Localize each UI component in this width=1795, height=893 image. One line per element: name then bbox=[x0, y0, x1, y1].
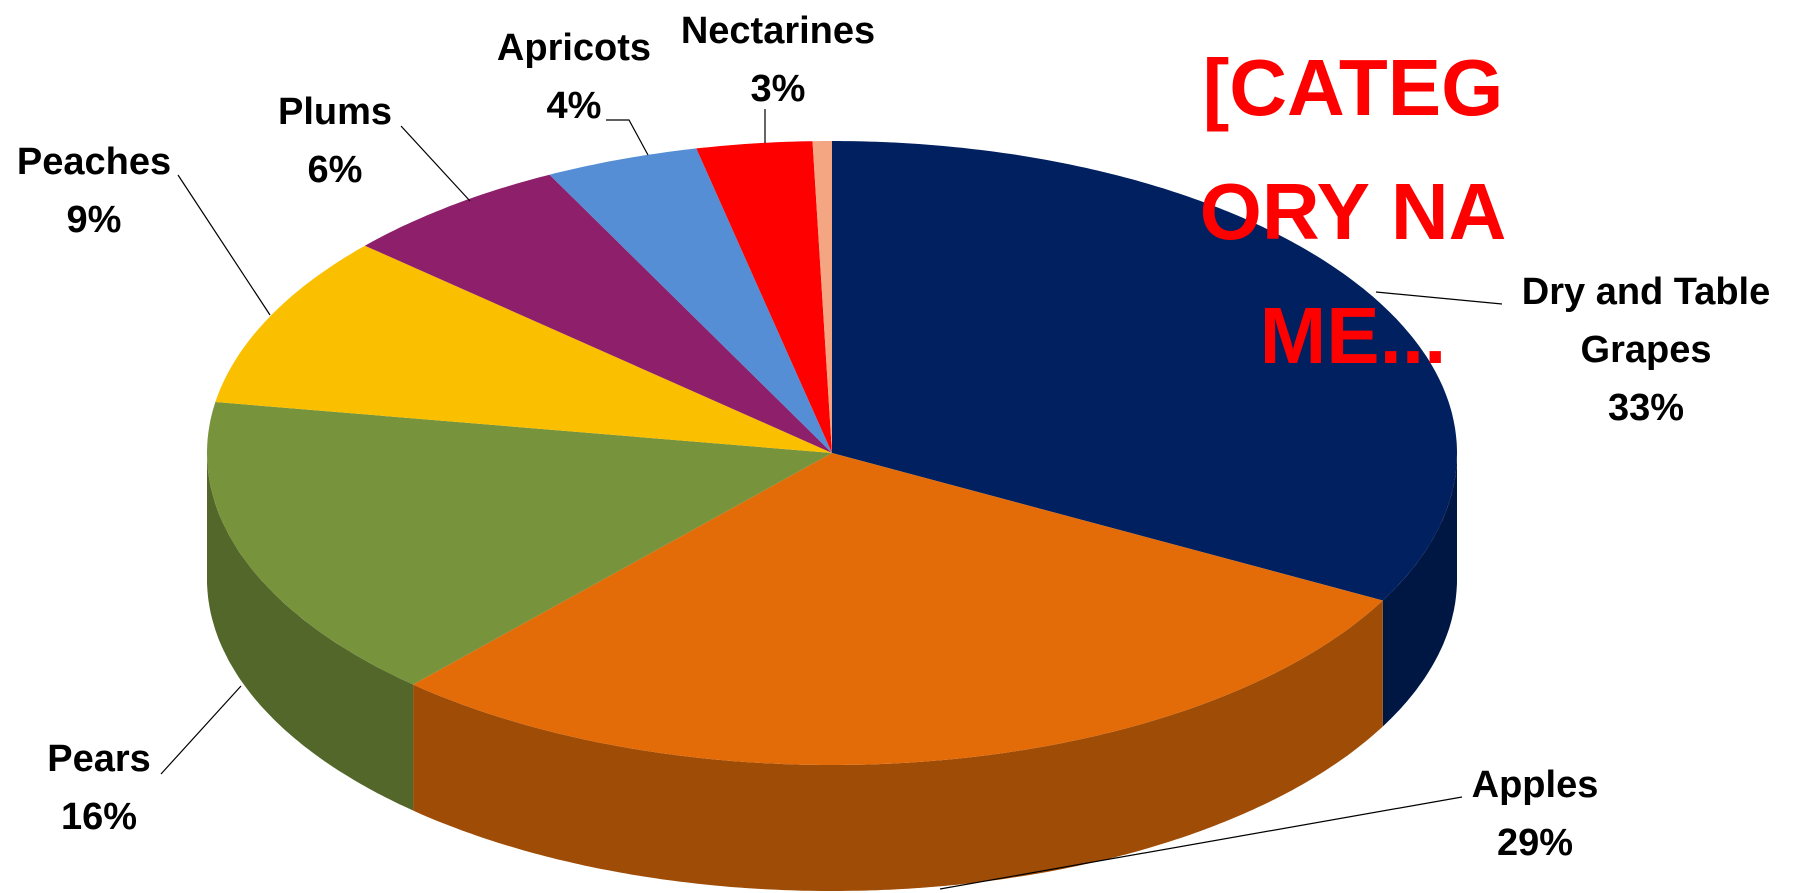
slice bbox=[549, 148, 832, 453]
slice bbox=[832, 141, 1457, 601]
leader-line bbox=[1375, 291, 1503, 305]
data-label: Apricots 4% bbox=[464, 19, 684, 135]
category-label: Peaches bbox=[16, 141, 172, 183]
slice bbox=[413, 453, 1383, 765]
value-label: 29% bbox=[1496, 822, 1574, 864]
value-label: 33% bbox=[1607, 387, 1685, 429]
slice-side bbox=[1382, 453, 1457, 727]
data-label: Plums 6% bbox=[235, 83, 435, 199]
category-label: Nectarines bbox=[680, 10, 876, 52]
category-label: Plums bbox=[277, 91, 393, 133]
value-label: 9% bbox=[66, 199, 122, 241]
leader-line bbox=[400, 125, 471, 202]
value-label: 16% bbox=[60, 796, 138, 838]
data-label: Dry and Table Grapes 33% bbox=[1496, 263, 1795, 437]
value-label: 6% bbox=[307, 149, 363, 191]
slice bbox=[812, 141, 832, 453]
value-label: 3% bbox=[750, 68, 806, 110]
slice bbox=[207, 402, 832, 685]
leader-line bbox=[177, 174, 271, 316]
slice bbox=[215, 245, 832, 453]
data-label: Apples 29% bbox=[1405, 756, 1665, 872]
data-label: Nectarines 3% bbox=[658, 2, 898, 118]
category-label: Apricots bbox=[496, 27, 652, 69]
slice bbox=[364, 174, 832, 453]
leader-line bbox=[606, 119, 649, 156]
slice-side bbox=[413, 600, 1383, 891]
data-label: Peaches 9% bbox=[0, 133, 204, 249]
category-label: Pears bbox=[47, 738, 151, 780]
leader-line bbox=[160, 685, 242, 775]
slice bbox=[696, 141, 832, 453]
slice-side bbox=[207, 453, 414, 811]
category-label: Dry and Table Grapes bbox=[1521, 271, 1771, 371]
category-label: Apples bbox=[1471, 764, 1599, 806]
value-label: 4% bbox=[546, 85, 602, 127]
data-label: Pears 16% bbox=[0, 730, 199, 846]
leader-line bbox=[939, 796, 1463, 890]
category-label: [CATEGORY NAME... bbox=[1199, 43, 1507, 380]
data-label: [CATEGORY NAME... bbox=[1188, 26, 1518, 398]
